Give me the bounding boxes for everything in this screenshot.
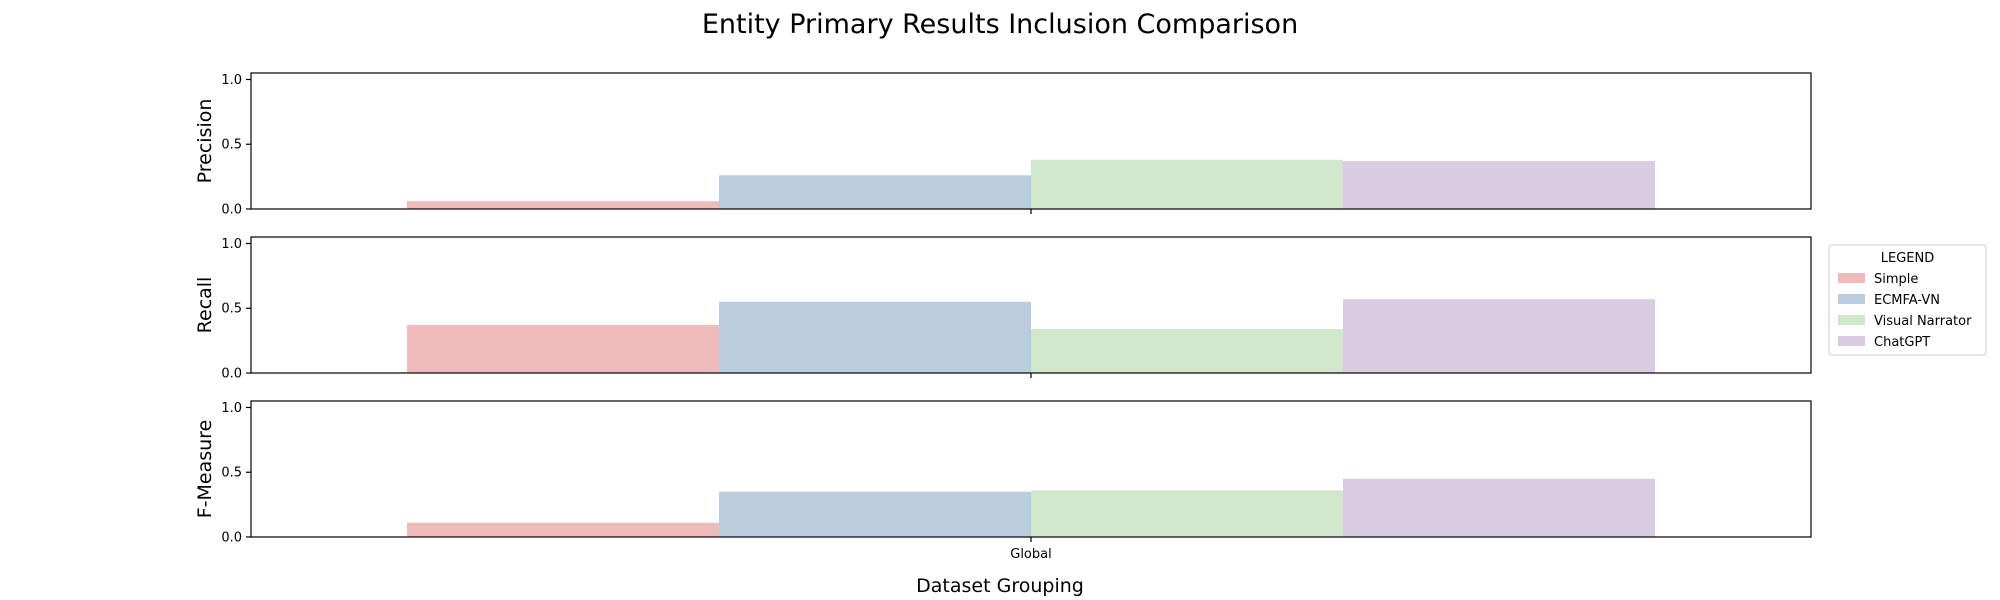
y-tick-label: 1.0	[221, 73, 242, 88]
y-tick-label: 0.5	[221, 138, 242, 153]
bar-f-measure-simple	[407, 522, 719, 537]
legend-title: LEGEND	[1881, 251, 1934, 266]
bar-precision-chatgpt	[1343, 161, 1655, 209]
legend-label-ecmfa-vn: ECMFA-VN	[1874, 293, 1940, 308]
x-tick-label: Global	[1010, 547, 1051, 562]
y-tick-label: 0.5	[221, 302, 242, 317]
panel-precision: 0.0 0.5 1.0 Precision	[194, 72, 1812, 218]
chart-title: Entity Primary Results Inclusion Compari…	[702, 9, 1298, 40]
y-axis-label: F-Measure	[194, 420, 216, 519]
x-axis-label: Dataset Grouping	[916, 575, 1084, 597]
legend-swatch-simple	[1838, 273, 1865, 283]
legend-label-simple: Simple	[1874, 272, 1918, 287]
legend-label-chatgpt: ChatGPT	[1874, 335, 1930, 350]
panel-recall: 0.0 0.5 1.0 Recall	[194, 236, 1812, 382]
y-tick-label: 1.0	[221, 401, 242, 416]
bar-precision-ecmfa-vn	[719, 175, 1031, 209]
y-axis-label: Precision	[194, 99, 216, 184]
panels-group: 0.0 0.5 1.0 Precision 0.0 0.5 1.0 Recall 0.0 0.5 1…	[194, 72, 1812, 562]
legend-box	[1828, 244, 1987, 356]
bar-f-measure-ecmfa-vn	[719, 491, 1031, 537]
y-axis-label: Recall	[194, 277, 216, 334]
y-tick-label: 0.0	[221, 531, 242, 546]
y-tick-label: 0.5	[221, 466, 242, 481]
bar-f-measure-chatgpt	[1343, 478, 1655, 537]
bar-recall-ecmfa-vn	[719, 301, 1031, 373]
legend-swatch-visual-narrator	[1838, 315, 1865, 325]
legend-label-visual-narrator: Visual Narrator	[1874, 314, 1972, 329]
y-tick-label: 0.0	[221, 367, 242, 382]
legend-swatch-chatgpt	[1838, 336, 1865, 346]
legend-swatch-ecmfa-vn	[1838, 294, 1865, 304]
legend: LEGEND Simple ECMFA-VN Visual Narrator ChatG…	[1828, 244, 1987, 356]
bar-recall-visual-narrator	[1031, 328, 1343, 373]
bar-precision-simple	[407, 201, 719, 209]
panel-f-measure: 0.0 0.5 1.0 Global F-Measure	[194, 400, 1812, 562]
bar-recall-simple	[407, 325, 719, 373]
bar-f-measure-visual-narrator	[1031, 490, 1343, 537]
y-tick-label: 1.0	[221, 237, 242, 252]
y-tick-label: 0.0	[221, 203, 242, 218]
bar-precision-visual-narrator	[1031, 159, 1343, 209]
bar-recall-chatgpt	[1343, 299, 1655, 373]
